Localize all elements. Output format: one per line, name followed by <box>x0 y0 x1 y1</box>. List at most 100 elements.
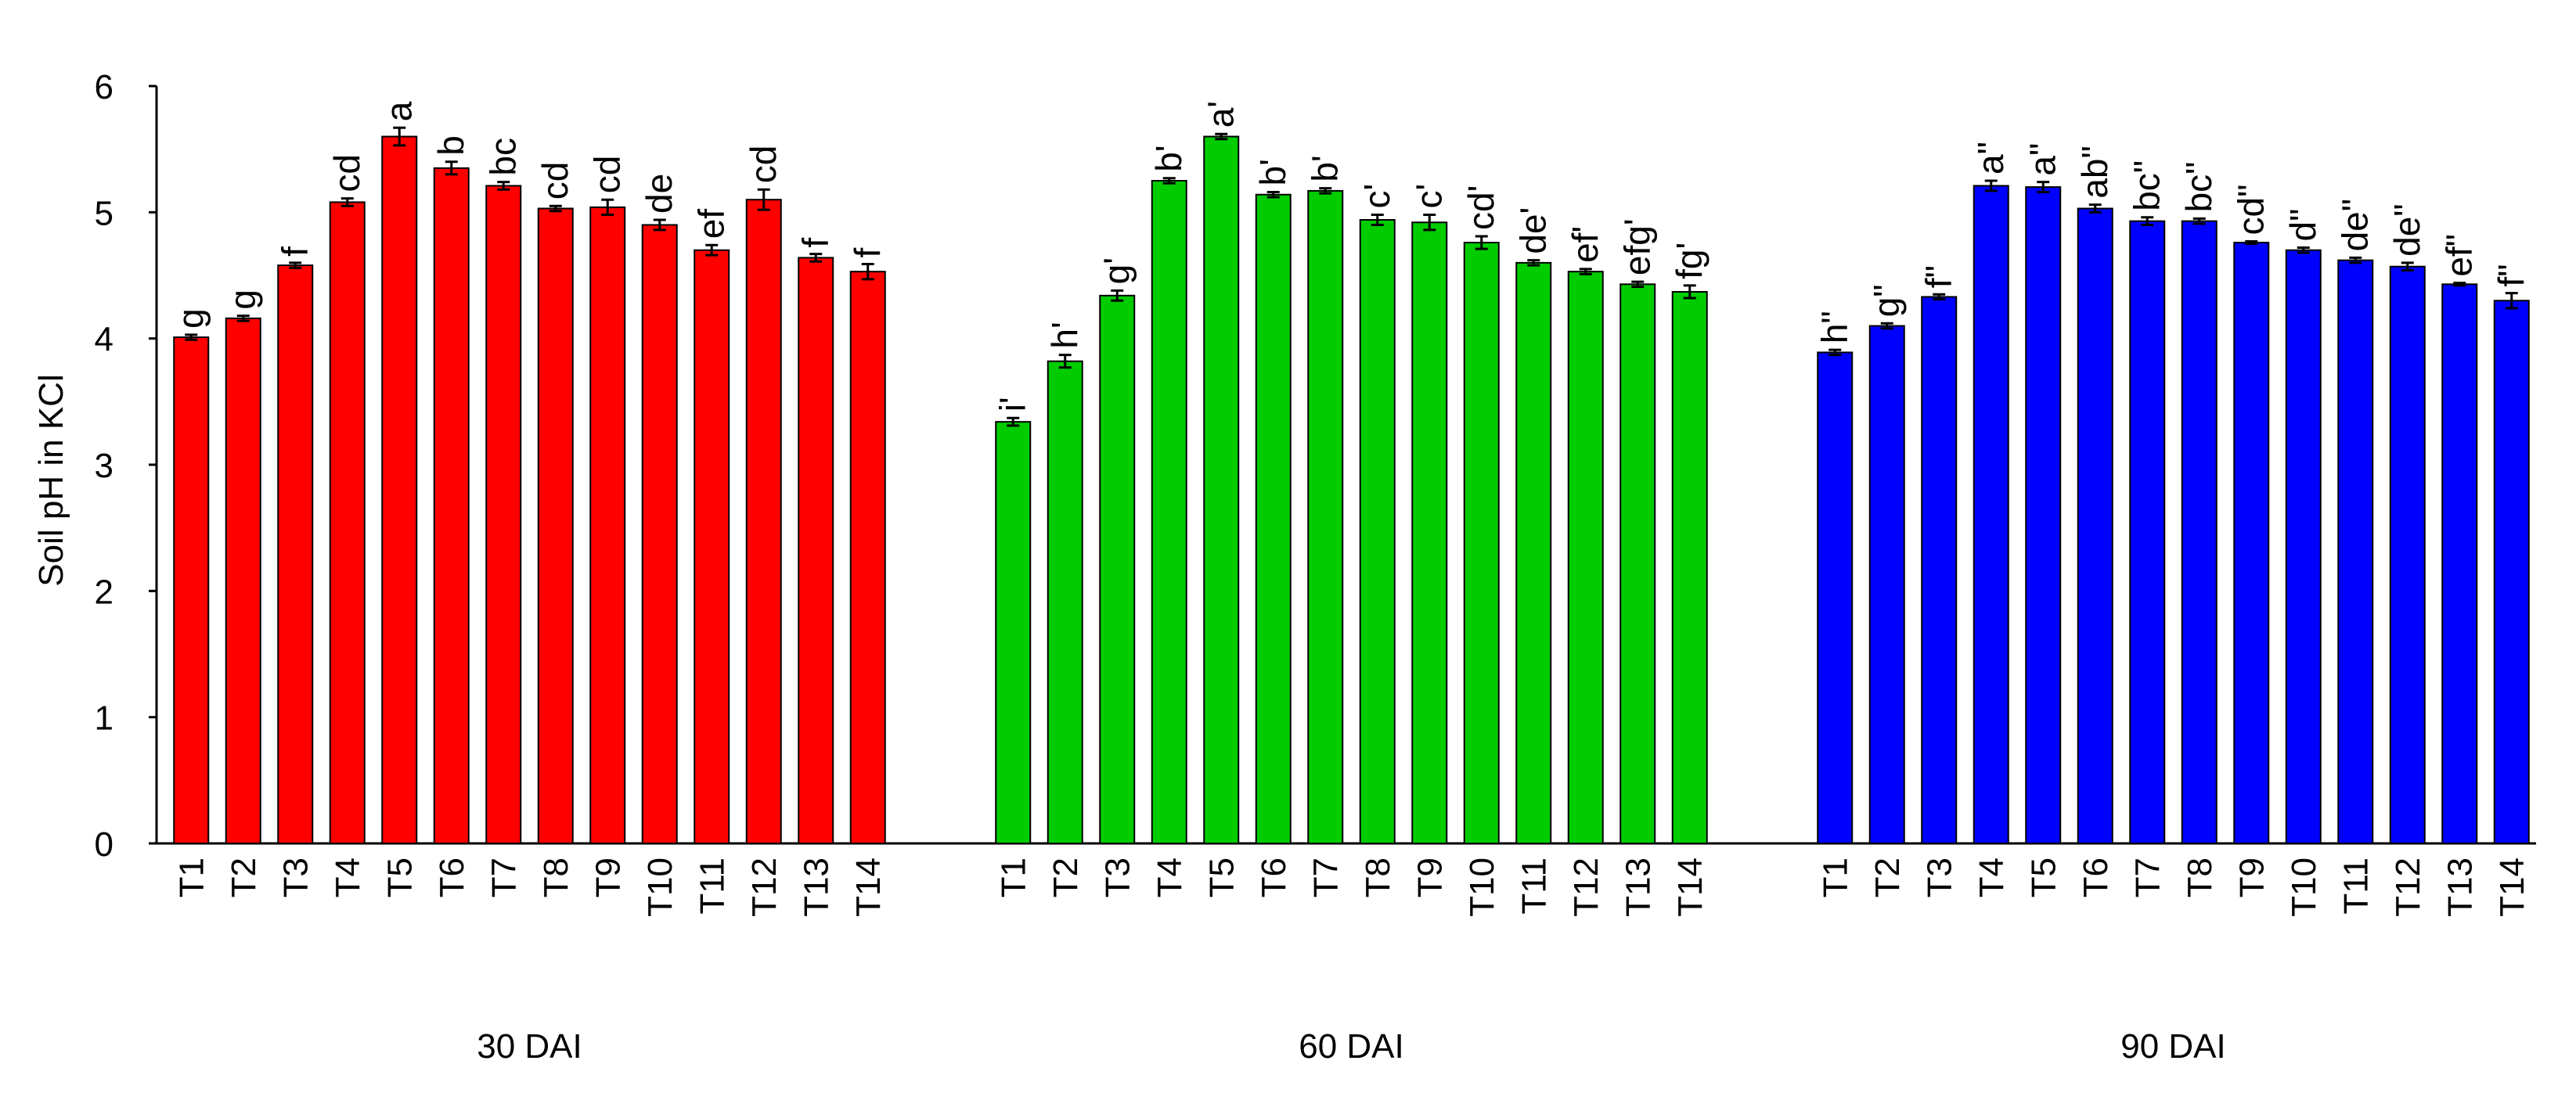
significance-letter: g <box>170 308 211 329</box>
significance-letter: g <box>222 289 263 310</box>
category-label: T9 <box>1410 858 1449 897</box>
y-tick-label: 6 <box>95 68 113 106</box>
bar <box>798 257 834 844</box>
category-label: T5 <box>380 858 419 897</box>
category-label: T7 <box>2128 858 2167 897</box>
y-tick-label: 1 <box>95 699 113 738</box>
bar <box>1868 325 1905 844</box>
significance-letter: a" <box>1970 142 2011 174</box>
significance-letter: bc" <box>2126 160 2167 211</box>
category-label: T12 <box>745 858 784 917</box>
bar <box>1411 221 1448 844</box>
significance-letter: de <box>639 174 679 214</box>
significance-letter: i' <box>992 397 1032 412</box>
significance-letter: cd <box>326 154 367 192</box>
category-label: T3 <box>1098 858 1137 897</box>
category-label: T1 <box>1816 858 1854 897</box>
category-label: T11 <box>693 858 731 915</box>
bar <box>485 185 522 845</box>
significance-letter: ef" <box>2438 234 2479 277</box>
category-label: T12 <box>1567 858 1605 917</box>
category-label: T5 <box>2024 858 2063 897</box>
significance-letter: cd" <box>2230 185 2271 235</box>
category-label: T1 <box>172 858 211 897</box>
bar <box>1817 351 1854 844</box>
significance-letter: cd <box>586 156 627 194</box>
category-label: T8 <box>2181 858 2219 897</box>
bar <box>1619 283 1656 844</box>
bar <box>1203 135 1240 845</box>
bar <box>381 135 418 845</box>
category-label: T13 <box>2441 858 2479 917</box>
category-label: T14 <box>2493 858 2531 917</box>
category-label: T6 <box>2077 858 2115 897</box>
category-label: T10 <box>641 858 679 917</box>
category-label: T10 <box>2285 858 2323 917</box>
category-label: T3 <box>1920 858 1958 897</box>
significance-letter: a" <box>2022 143 2063 176</box>
category-label: T14 <box>849 858 888 917</box>
significance-letter: cd' <box>1461 185 1501 230</box>
significance-letter: bc <box>482 138 523 176</box>
significance-letter: d" <box>2282 209 2323 242</box>
bar <box>849 271 886 845</box>
category-label: T5 <box>1202 858 1241 897</box>
bar <box>2441 283 2478 844</box>
bar <box>329 201 366 844</box>
bar <box>2233 242 2270 844</box>
significance-letter: b' <box>1252 159 1293 185</box>
bar <box>2493 300 2530 844</box>
category-label: T11 <box>2336 858 2375 915</box>
group-label: 60 DAI <box>1299 1027 1404 1066</box>
category-label: T11 <box>1515 858 1553 915</box>
significance-letter: efg' <box>1616 218 1657 275</box>
bar <box>641 224 678 844</box>
category-label: T7 <box>1306 858 1345 897</box>
category-label: T3 <box>276 858 315 897</box>
bar <box>2077 207 2113 844</box>
significance-letter: f <box>847 247 888 257</box>
significance-letter: bc" <box>2178 161 2219 212</box>
bar <box>537 207 574 844</box>
bar <box>1255 193 1292 845</box>
category-label: T4 <box>329 858 367 897</box>
bar <box>745 199 782 844</box>
category-label: T10 <box>1463 858 1501 917</box>
bar <box>433 167 470 845</box>
bar <box>2337 259 2374 844</box>
significance-letter: f <box>794 238 835 248</box>
significance-letter: c' <box>1408 184 1449 209</box>
significance-letter: fg' <box>1669 243 1710 279</box>
category-label: T2 <box>225 858 263 897</box>
significance-letter: ef' <box>1565 226 1605 263</box>
y-tick-label: 5 <box>95 194 113 232</box>
category-label: T1 <box>994 858 1032 897</box>
significance-letter: de" <box>2387 203 2427 257</box>
significance-letter: f" <box>2491 264 2531 286</box>
significance-letter: h" <box>1814 311 1854 343</box>
bar <box>1671 290 1708 844</box>
significance-letter: ab" <box>2074 146 2115 199</box>
category-label: T14 <box>1671 858 1710 917</box>
bar <box>225 317 261 844</box>
category-label: T13 <box>797 858 835 917</box>
bar <box>277 264 314 844</box>
significance-letter: de' <box>1512 207 1553 254</box>
category-label: T8 <box>1359 858 1397 897</box>
significance-letter: f" <box>1918 265 1958 288</box>
significance-letter: g" <box>1866 284 1907 317</box>
category-label: T2 <box>1868 858 1907 897</box>
significance-letter: g' <box>1096 257 1137 284</box>
significance-letter: c' <box>1356 184 1397 209</box>
bar <box>1463 242 1500 844</box>
significance-letter: b' <box>1304 155 1345 182</box>
group-label: 30 DAI <box>477 1027 582 1066</box>
bar <box>2389 265 2426 844</box>
bar <box>1567 271 1604 845</box>
significance-letter: cd <box>743 146 784 184</box>
y-tick-label: 0 <box>95 825 113 864</box>
bar <box>1921 296 1958 844</box>
bar <box>995 421 1032 844</box>
labels: g T1 g T2 f T3 cd T4 a T5 b T6 bc T7 cd T8 cd T9 de T10 ef T1… <box>170 101 2531 1066</box>
